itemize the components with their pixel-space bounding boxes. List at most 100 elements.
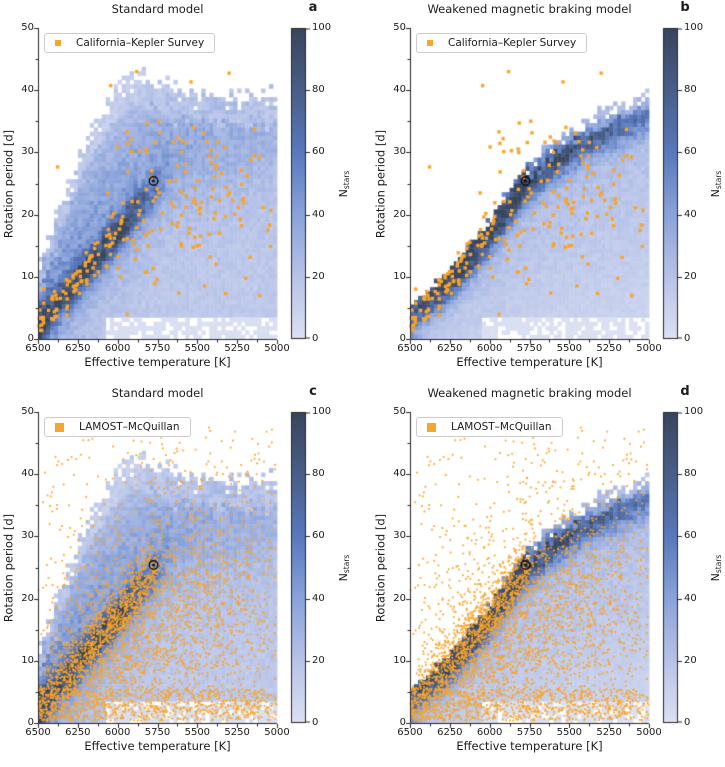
colorbar-tick-label: 20 <box>312 654 325 666</box>
legend-marker-square-icon <box>427 422 436 432</box>
colorbar-tick-label: 80 <box>312 468 325 480</box>
colorbar-tick-label: 60 <box>312 530 325 542</box>
panel-letter: a <box>308 0 318 15</box>
colorbar-tick-label: 20 <box>684 270 697 282</box>
legend-label: California–Kepler Survey <box>448 37 577 49</box>
colorbar-tick-label: 100 <box>684 22 704 33</box>
colorbar-label: Nstars <box>337 538 353 598</box>
legend-marker-square-icon <box>55 422 64 432</box>
colorbar-label-main: N <box>337 572 350 581</box>
x-tick-label: 5250 <box>596 343 622 354</box>
x-tick-label: 6500 <box>25 343 51 354</box>
y-tick-label: 20 <box>393 208 406 220</box>
colorbar-tick-label: 100 <box>312 406 332 417</box>
x-tick-label: 5750 <box>516 343 543 354</box>
y-tick-label: 30 <box>393 146 406 158</box>
colorbar-label-sub: stars <box>342 170 351 189</box>
colorbar-tick-label: 60 <box>684 146 697 158</box>
x-tick-label: 6000 <box>104 727 131 738</box>
y-tick-label: 20 <box>21 208 34 220</box>
colorbar-tick-label: 0 <box>684 333 691 344</box>
x-tick-label: 6250 <box>437 343 463 354</box>
colorbar-label: Nstars <box>709 154 725 214</box>
x-axis-label: Effective temperature [K] <box>456 739 603 753</box>
legend-marker-square-icon <box>427 40 433 46</box>
y-axis-label: Rotation period [d] <box>373 129 387 238</box>
y-tick-label: 0 <box>399 717 406 728</box>
x-tick-label: 5500 <box>184 727 211 738</box>
colorbar-label: Nstars <box>709 538 725 598</box>
y-tick-label: 20 <box>393 592 406 604</box>
x-axis-label: Effective temperature [K] <box>456 355 603 369</box>
x-tick-label: 5250 <box>224 727 250 738</box>
legend-label: LAMOST–McQuillan <box>451 421 552 433</box>
panel-letter: d <box>680 384 690 399</box>
y-axis-label: Rotation period [d] <box>1 513 15 622</box>
x-tick-label: 5000 <box>264 727 290 738</box>
y-tick-label: 30 <box>21 146 34 158</box>
x-tick-label: 5000 <box>636 343 662 354</box>
legend-label: California–Kepler Survey <box>76 37 205 49</box>
x-tick-label: 6000 <box>476 343 503 354</box>
panel-title: Standard model <box>111 386 204 400</box>
colorbar-label-sub: stars <box>714 170 723 189</box>
x-tick-label: 6500 <box>25 727 51 738</box>
y-tick-label: 30 <box>21 530 34 542</box>
legend-label: LAMOST–McQuillan <box>79 421 180 433</box>
colorbar-tick-label: 20 <box>684 654 697 666</box>
x-tick-label: 5750 <box>516 727 543 738</box>
colorbar-label-sub: stars <box>342 554 351 573</box>
colorbar-tick-label: 80 <box>312 84 325 96</box>
panel-title: Weakened magnetic braking model <box>427 2 632 16</box>
y-tick-label: 10 <box>393 270 406 282</box>
colorbar-tick-label: 0 <box>312 333 319 344</box>
y-tick-label: 10 <box>393 654 406 666</box>
y-tick-label: 40 <box>393 468 406 480</box>
panel-letter: c <box>309 384 317 399</box>
x-tick-label: 6500 <box>397 727 423 738</box>
y-tick-label: 10 <box>21 270 34 282</box>
colorbar-label-main: N <box>709 188 722 197</box>
y-tick-label: 50 <box>393 22 406 33</box>
legend-box: California–Kepler Survey <box>44 33 216 53</box>
colorbar-tick-label: 80 <box>684 468 697 480</box>
x-tick-label: 5250 <box>224 343 250 354</box>
x-tick-label: 6250 <box>437 727 463 738</box>
y-tick-label: 0 <box>27 717 34 728</box>
legend-box: LAMOST–McQuillan <box>416 417 563 437</box>
x-tick-label: 5500 <box>184 343 211 354</box>
x-tick-label: 5750 <box>144 343 171 354</box>
colorbar-tick-label: 40 <box>684 208 697 220</box>
colorbar-tick-label: 60 <box>684 530 697 542</box>
y-tick-label: 0 <box>399 333 406 344</box>
y-tick-label: 50 <box>393 406 406 417</box>
x-tick-label: 5000 <box>264 343 290 354</box>
y-tick-label: 10 <box>21 654 34 666</box>
colorbar-tick-label: 0 <box>312 717 319 728</box>
colorbar-tick-label: 100 <box>684 406 704 417</box>
y-tick-label: 50 <box>21 22 34 33</box>
x-tick-label: 6250 <box>65 727 91 738</box>
x-tick-label: 5250 <box>596 727 622 738</box>
x-axis-label: Effective temperature [K] <box>84 739 231 753</box>
colorbar-tick-label: 20 <box>312 270 325 282</box>
colorbar-tick-label: 40 <box>684 592 697 604</box>
colorbar-tick-label: 0 <box>684 717 691 728</box>
panel-letter: b <box>680 0 690 15</box>
y-axis-label: Rotation period [d] <box>1 129 15 238</box>
colorbar-label-sub: stars <box>714 554 723 573</box>
colorbar-label: Nstars <box>337 154 353 214</box>
x-tick-label: 6000 <box>476 727 503 738</box>
y-tick-label: 0 <box>27 333 34 344</box>
colorbar-label-main: N <box>709 572 722 581</box>
colorbar-tick-label: 80 <box>684 84 697 96</box>
legend-box: LAMOST–McQuillan <box>44 417 191 437</box>
legend-marker-square-icon <box>55 40 61 46</box>
x-tick-label: 6250 <box>65 343 91 354</box>
y-tick-label: 20 <box>21 592 34 604</box>
colorbar-tick-label: 40 <box>312 208 325 220</box>
y-tick-label: 50 <box>21 406 34 417</box>
x-axis-label: Effective temperature [K] <box>84 355 231 369</box>
x-tick-label: 5750 <box>144 727 171 738</box>
